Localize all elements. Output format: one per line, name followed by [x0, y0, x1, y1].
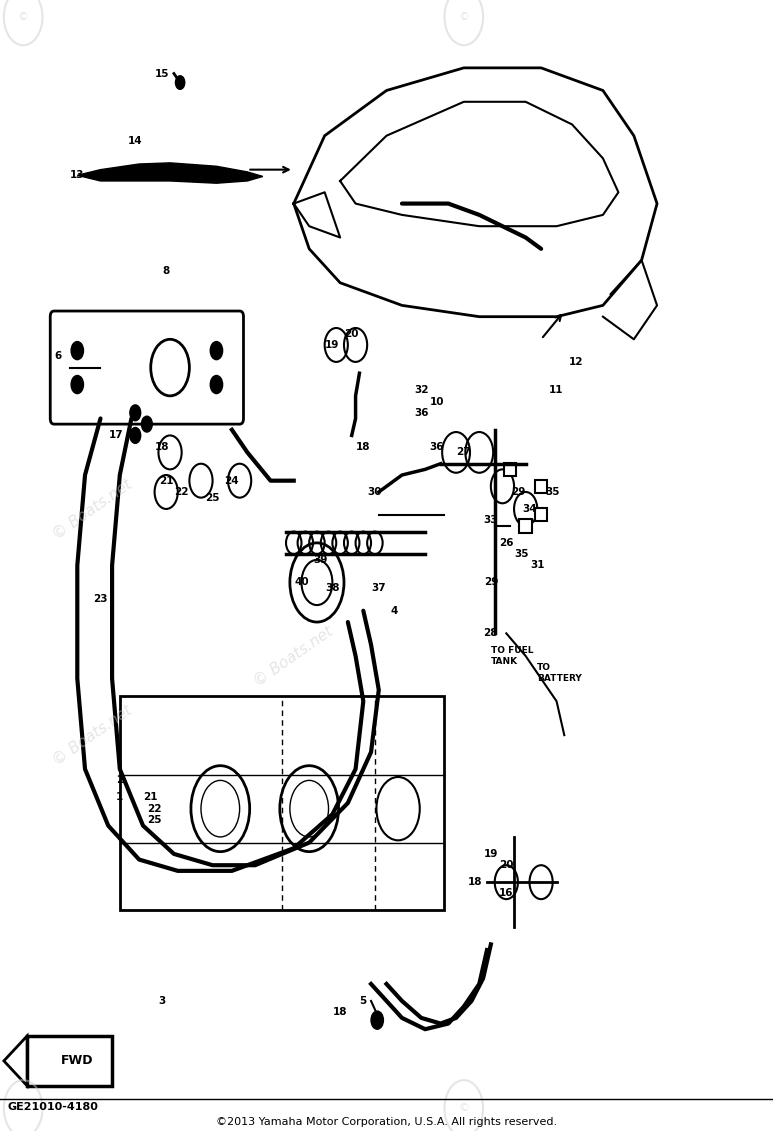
Text: 20: 20: [499, 861, 513, 870]
Text: © Boats.net: © Boats.net: [50, 702, 135, 768]
Text: 13: 13: [70, 171, 84, 180]
Text: 28: 28: [484, 629, 498, 638]
Text: GE21010-4180: GE21010-4180: [8, 1103, 99, 1112]
Text: 37: 37: [372, 584, 386, 593]
Circle shape: [130, 405, 141, 421]
Text: 8: 8: [162, 267, 170, 276]
Text: 22: 22: [148, 804, 162, 813]
Circle shape: [141, 416, 152, 432]
Text: 2: 2: [116, 776, 124, 785]
Text: ©: ©: [458, 12, 469, 21]
Text: 1: 1: [116, 793, 124, 802]
Text: TO FUEL
TANK: TO FUEL TANK: [491, 646, 533, 666]
Bar: [535, 480, 547, 493]
Text: 35: 35: [546, 487, 560, 497]
Text: 6: 6: [54, 352, 62, 361]
Text: 19: 19: [484, 849, 498, 858]
Text: 18: 18: [333, 1008, 347, 1017]
Text: © Boats.net: © Boats.net: [50, 476, 135, 542]
Text: 4: 4: [390, 606, 398, 615]
Text: 36: 36: [430, 442, 444, 451]
Text: 19: 19: [325, 340, 339, 349]
Text: 21: 21: [159, 476, 173, 485]
Text: 22: 22: [175, 487, 189, 497]
Text: 25: 25: [148, 815, 162, 824]
Text: 31: 31: [530, 561, 544, 570]
Text: 3: 3: [158, 996, 166, 1005]
Text: 26: 26: [499, 538, 513, 547]
FancyBboxPatch shape: [50, 311, 243, 424]
Text: 25: 25: [206, 493, 220, 502]
Circle shape: [371, 1011, 383, 1029]
Text: ©: ©: [18, 12, 29, 21]
Text: 9: 9: [131, 408, 139, 417]
Text: FWD: FWD: [61, 1054, 94, 1068]
Text: 33: 33: [484, 516, 498, 525]
Text: 18: 18: [356, 442, 370, 451]
Text: ©2013 Yamaha Motor Corporation, U.S.A. All rights reserved.: ©2013 Yamaha Motor Corporation, U.S.A. A…: [216, 1117, 557, 1126]
Polygon shape: [4, 1036, 27, 1086]
Text: 30: 30: [368, 487, 382, 497]
Text: 11: 11: [550, 386, 564, 395]
Text: ©: ©: [458, 1104, 469, 1113]
Text: © Boats.net: © Boats.net: [251, 623, 336, 689]
Circle shape: [175, 76, 185, 89]
Circle shape: [210, 375, 223, 394]
Bar: [120, 696, 444, 910]
Text: 15: 15: [155, 69, 169, 78]
Text: 12: 12: [569, 357, 583, 366]
Text: 34: 34: [523, 504, 536, 513]
Circle shape: [71, 342, 83, 360]
Text: 20: 20: [345, 329, 359, 338]
Text: 14: 14: [128, 137, 142, 146]
Circle shape: [71, 375, 83, 394]
Text: 17: 17: [109, 431, 123, 440]
FancyBboxPatch shape: [27, 1036, 112, 1086]
Text: 27: 27: [457, 448, 471, 457]
Bar: [535, 508, 547, 521]
Text: 18: 18: [468, 878, 482, 887]
Text: 18: 18: [155, 442, 169, 451]
Circle shape: [130, 428, 141, 443]
Text: 39: 39: [314, 555, 328, 564]
Polygon shape: [77, 163, 263, 183]
Bar: [519, 519, 532, 533]
Text: 35: 35: [515, 550, 529, 559]
Text: 36: 36: [414, 408, 428, 417]
Text: 21: 21: [144, 793, 158, 802]
Circle shape: [210, 342, 223, 360]
Text: 10: 10: [430, 397, 444, 406]
Text: 29: 29: [511, 487, 525, 497]
Text: 40: 40: [295, 578, 308, 587]
Text: 38: 38: [325, 584, 339, 593]
Text: TO
BATTERY: TO BATTERY: [537, 663, 582, 683]
Text: 5: 5: [359, 996, 367, 1005]
Bar: [504, 463, 516, 476]
Text: 16: 16: [499, 889, 513, 898]
Text: 24: 24: [225, 476, 239, 485]
Text: 32: 32: [414, 386, 428, 395]
Text: ©: ©: [18, 1104, 29, 1113]
Text: 23: 23: [94, 595, 107, 604]
Text: 29: 29: [484, 578, 498, 587]
